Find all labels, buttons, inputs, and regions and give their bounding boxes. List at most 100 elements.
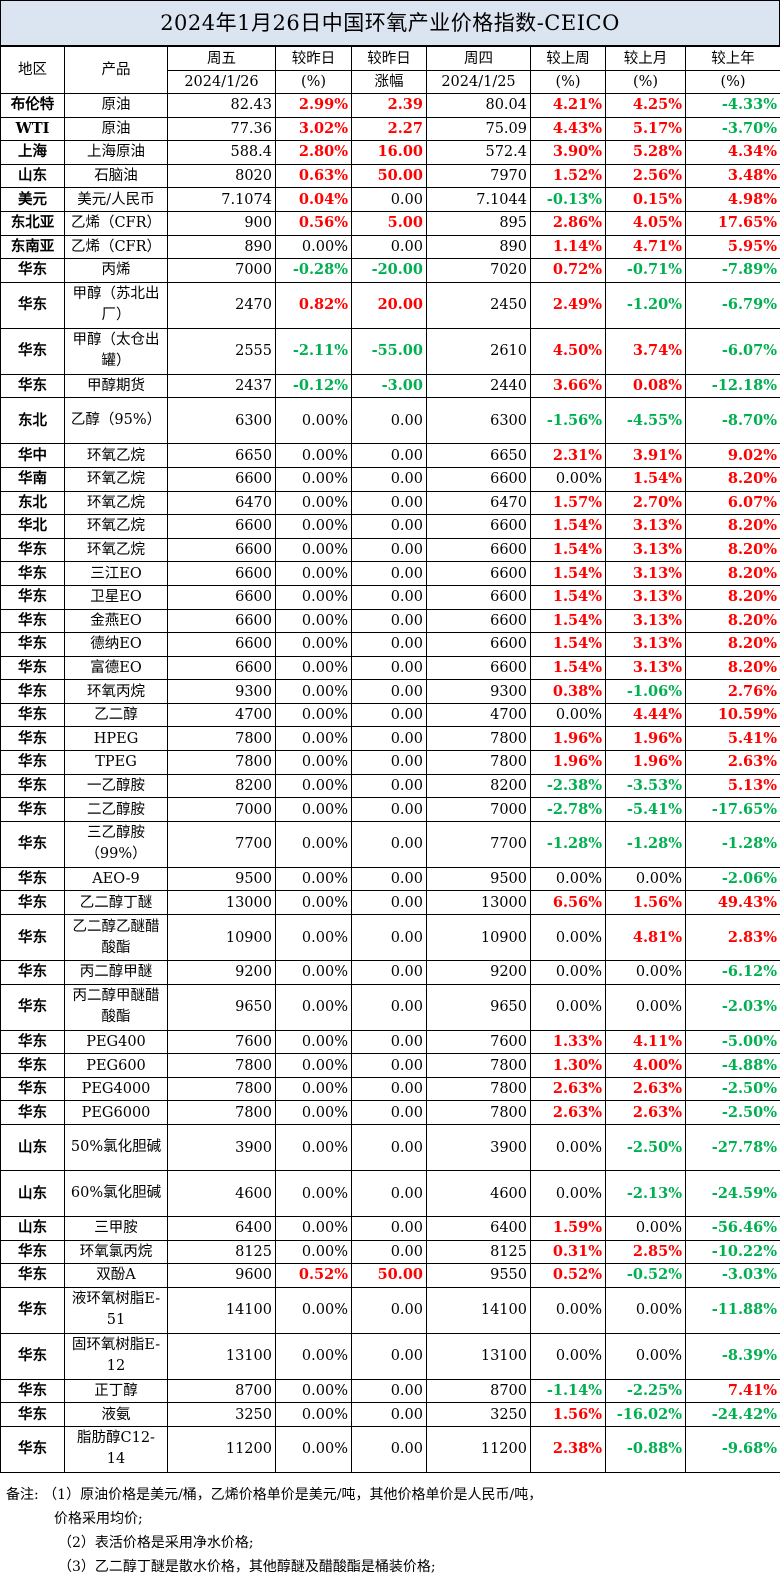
region-cell: 上海 — [1, 141, 65, 165]
day-change-pct-cell: 0.04% — [276, 188, 352, 212]
week-change-cell: 4.50% — [531, 328, 606, 374]
week-change-cell: 2.49% — [531, 282, 606, 328]
day-change-cell: 0.00 — [352, 235, 427, 259]
month-change-cell: -2.25% — [606, 1379, 686, 1403]
day-change-cell: 0.00 — [352, 1030, 427, 1054]
year-change-cell: -10.22% — [686, 1240, 780, 1264]
header-vs-last-year-unit: (%) — [686, 71, 780, 94]
week-change-cell: 0.00% — [531, 984, 606, 1030]
day-change-pct-cell: 0.00% — [276, 680, 352, 704]
day-change-cell: 0.00 — [352, 1287, 427, 1333]
day-change-pct-cell: 0.00% — [276, 609, 352, 633]
day-change-cell: 5.00 — [352, 211, 427, 235]
product-cell: 原油 — [65, 94, 168, 118]
region-cell: 华东 — [1, 727, 65, 751]
region-cell: 东北 — [1, 398, 65, 444]
day-change-cell: 0.00 — [352, 1054, 427, 1078]
thursday-price-cell: 7800 — [427, 1077, 531, 1101]
week-change-cell: 1.54% — [531, 585, 606, 609]
region-cell: 华东 — [1, 1287, 65, 1333]
day-change-pct-cell: 0.52% — [276, 1264, 352, 1288]
product-cell: 丙二醇甲醚醋酸酯 — [65, 984, 168, 1030]
product-cell: PEG4000 — [65, 1077, 168, 1101]
thursday-price-cell: 7800 — [427, 1101, 531, 1125]
year-change-cell: 3.48% — [686, 164, 780, 188]
product-cell: 一乙醇胺 — [65, 774, 168, 798]
week-change-cell: 1.33% — [531, 1030, 606, 1054]
thursday-price-cell: 9500 — [427, 867, 531, 891]
year-change-cell: -4.33% — [686, 94, 780, 118]
month-change-cell: 0.00% — [606, 961, 686, 985]
month-change-cell: 0.00% — [606, 867, 686, 891]
product-cell: 甲醇（太仓出罐） — [65, 328, 168, 374]
region-cell: 华南 — [1, 467, 65, 491]
day-change-cell: 0.00 — [352, 1125, 427, 1171]
day-change-pct-cell: 0.00% — [276, 703, 352, 727]
thursday-price-cell: 6400 — [427, 1217, 531, 1241]
region-cell: 华中 — [1, 444, 65, 468]
day-change-pct-cell: 0.00% — [276, 235, 352, 259]
friday-price-cell: 8200 — [168, 774, 276, 798]
region-cell: 华东 — [1, 703, 65, 727]
week-change-cell: 0.38% — [531, 680, 606, 704]
friday-price-cell: 6600 — [168, 515, 276, 539]
note-line-2: （2）表活价格是采用净水价格; — [6, 1531, 780, 1555]
product-cell: 乙醇（95%） — [65, 398, 168, 444]
year-change-cell: 5.41% — [686, 727, 780, 751]
product-cell: 上海原油 — [65, 141, 168, 165]
month-change-cell: -3.53% — [606, 774, 686, 798]
year-change-cell: -24.59% — [686, 1171, 780, 1217]
week-change-cell: 0.00% — [531, 867, 606, 891]
year-change-cell: 17.65% — [686, 211, 780, 235]
region-cell: 华东 — [1, 1030, 65, 1054]
year-change-cell: -24.42% — [686, 1403, 780, 1427]
month-change-cell: -5.41% — [606, 798, 686, 822]
day-change-pct-cell: -2.11% — [276, 328, 352, 374]
day-change-cell: 0.00 — [352, 798, 427, 822]
week-change-cell: 2.31% — [531, 444, 606, 468]
day-change-cell: 0.00 — [352, 680, 427, 704]
friday-price-cell: 13000 — [168, 891, 276, 915]
region-cell: 华东 — [1, 656, 65, 680]
region-cell: 山东 — [1, 1217, 65, 1241]
header-vs-yesterday-change-unit: 涨幅 — [352, 71, 427, 94]
friday-price-cell: 6600 — [168, 585, 276, 609]
product-cell: 甲醇期货 — [65, 374, 168, 398]
year-change-cell: -17.65% — [686, 798, 780, 822]
day-change-pct-cell: 2.99% — [276, 94, 352, 118]
friday-price-cell: 7600 — [168, 1030, 276, 1054]
day-change-cell: 0.00 — [352, 538, 427, 562]
thursday-price-cell: 9650 — [427, 984, 531, 1030]
month-change-cell: 5.17% — [606, 117, 686, 141]
friday-price-cell: 9600 — [168, 1264, 276, 1288]
year-change-cell: -8.70% — [686, 398, 780, 444]
day-change-cell: 2.39 — [352, 94, 427, 118]
year-change-cell: -3.70% — [686, 117, 780, 141]
day-change-pct-cell: 0.82% — [276, 282, 352, 328]
thursday-price-cell: 895 — [427, 211, 531, 235]
product-cell: PEG400 — [65, 1030, 168, 1054]
week-change-cell: -1.14% — [531, 1379, 606, 1403]
friday-price-cell: 6300 — [168, 398, 276, 444]
month-change-cell: 0.08% — [606, 374, 686, 398]
friday-price-cell: 6650 — [168, 444, 276, 468]
month-change-cell: -4.55% — [606, 398, 686, 444]
header-vs-yesterday-change: 较昨日 — [352, 47, 427, 71]
product-cell: TPEG — [65, 751, 168, 775]
note-line-1: 备注: （1）原油价格是美元/桶，乙烯价格单价是美元/吨，其他价格单价是人民币/… — [6, 1483, 780, 1507]
friday-price-cell: 900 — [168, 211, 276, 235]
region-cell: 华东 — [1, 1403, 65, 1427]
day-change-pct-cell: 0.00% — [276, 1125, 352, 1171]
thursday-price-cell: 6600 — [427, 538, 531, 562]
day-change-cell: 0.00 — [352, 633, 427, 657]
thursday-price-cell: 6300 — [427, 398, 531, 444]
day-change-cell: 2.27 — [352, 117, 427, 141]
